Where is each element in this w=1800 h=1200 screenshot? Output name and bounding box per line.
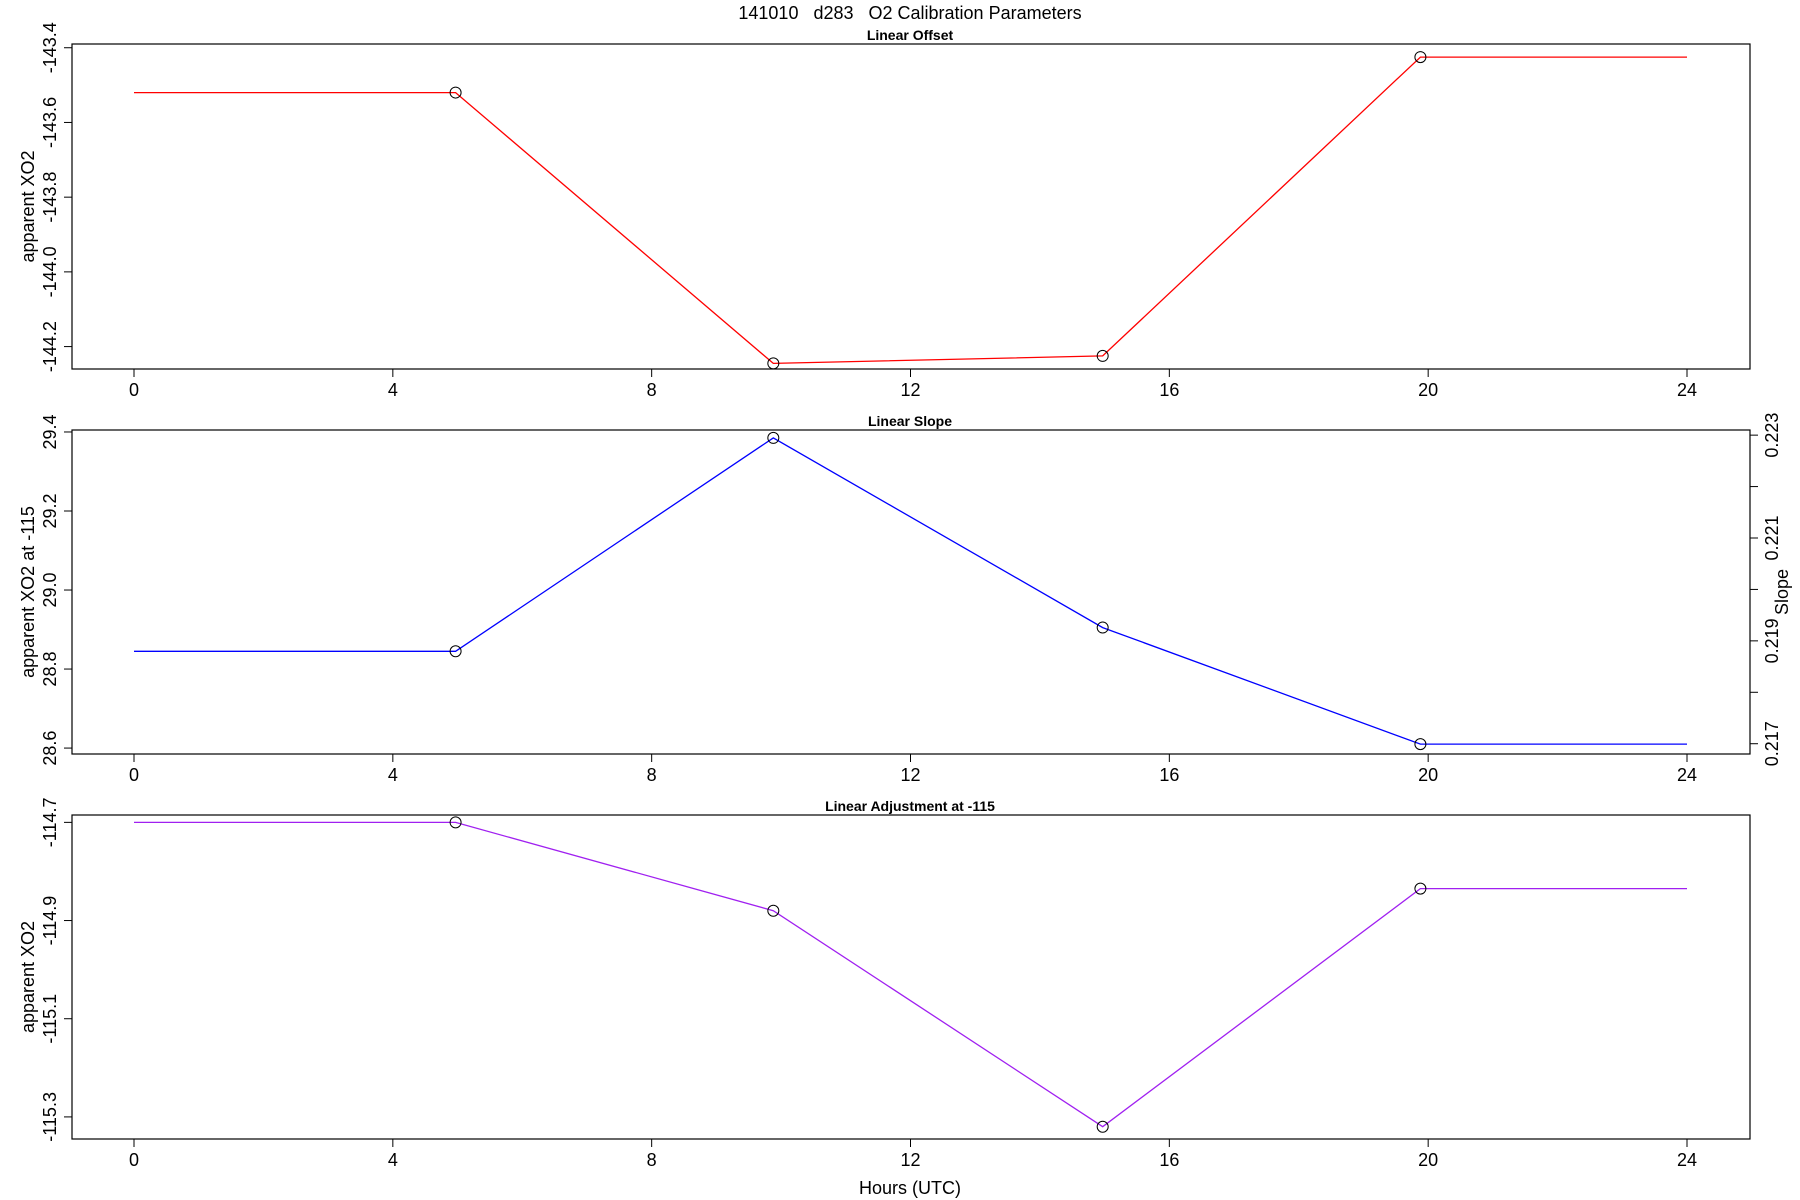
y2-tick-label: 0.223 [1762,413,1782,458]
x-tick-label: 12 [900,380,920,400]
y2-axis-label: Slope [1772,569,1792,615]
x-tick-label: 8 [647,765,657,785]
plot-frame-3 [71,814,1751,1140]
x-tick-label: 12 [900,765,920,785]
x-tick-label: 0 [129,765,139,785]
y-tick-label: 28.8 [40,652,60,687]
y2-tick-label: 0.219 [1762,618,1782,663]
data-point [767,357,780,370]
series-line [134,821,1687,1128]
panel-title: Linear Offset [867,27,954,43]
x-tick-label: 4 [388,1150,398,1170]
y-tick-label: -143.4 [40,22,60,73]
figure-title: 141010 d283 O2 Calibration Parameters [738,3,1081,23]
data-point [1096,1120,1109,1133]
y-tick-label: 29.4 [40,414,60,449]
data-point [449,645,462,658]
data-point [767,431,780,444]
y2-tick-label: 0.217 [1762,721,1782,766]
y-axis-label: apparent XO2 at -115 [18,506,38,678]
y-axis-label: apparent XO2 [18,921,38,1033]
data-point [1096,349,1109,362]
x-tick-label: 12 [900,1150,920,1170]
y-tick-label: -143.6 [40,97,60,148]
x-tick-label: 16 [1159,1150,1179,1170]
series-line [134,56,1687,365]
x-tick-label: 24 [1677,765,1697,785]
y-tick-label: -114.7 [40,798,60,848]
x-tick-label: 16 [1159,380,1179,400]
y-tick-label: -115.3 [40,1092,60,1142]
x-tick-label: 20 [1418,765,1438,785]
x-tick-label: 0 [129,380,139,400]
y-tick-label: 29.2 [40,493,60,528]
data-point [449,86,462,99]
x-tick-label: 16 [1159,765,1179,785]
x-tick-label: 4 [388,380,398,400]
x-tick-label: 4 [388,765,398,785]
data-point [1414,882,1427,895]
y-tick-label: -115.1 [40,994,60,1044]
data-point [449,816,462,829]
x-tick-label: 24 [1677,380,1697,400]
y-tick-label: -114.9 [40,896,60,946]
y-tick-label: -143.8 [40,172,60,223]
panel-title: Linear Slope [868,413,952,429]
series-line [134,437,1687,745]
y-tick-label: 28.6 [40,731,60,766]
data-point [767,904,780,917]
x-tick-label: 0 [129,1150,139,1170]
panel-title: Linear Adjustment at -115 [825,798,995,814]
x-tick-label: 8 [647,380,657,400]
y2-tick-label: 0.221 [1762,515,1782,560]
x-tick-label: 20 [1418,1150,1438,1170]
plot-frame-2 [71,429,1751,755]
x-tick-label: 8 [647,1150,657,1170]
y-axis-label: apparent XO2 [18,150,38,262]
y-tick-label: -144.2 [40,321,60,372]
data-point [1414,51,1427,64]
x-axis-label: Hours (UTC) [859,1178,961,1198]
x-tick-label: 24 [1677,1150,1697,1170]
y-tick-label: -144.0 [40,246,60,297]
y-tick-label: 29.0 [40,573,60,608]
data-point [1096,621,1109,634]
x-tick-label: 20 [1418,380,1438,400]
data-point [1414,738,1427,751]
